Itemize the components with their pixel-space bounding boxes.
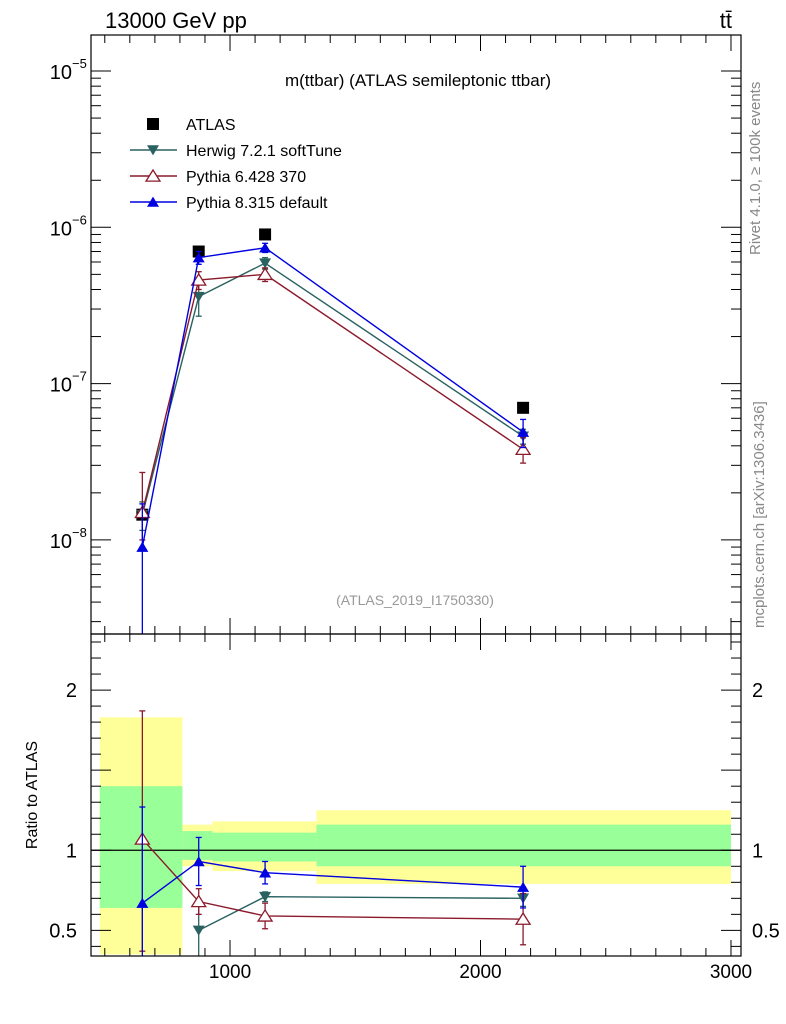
data-point xyxy=(517,401,530,414)
ratio-bands xyxy=(91,717,741,955)
main-plot-area xyxy=(91,35,741,634)
rivet-label: Rivet 4.1.0, ≥ 100k events xyxy=(747,82,764,255)
legend-label: Herwig 7.2.1 softTune xyxy=(186,143,342,160)
legend-label: Pythia 8.315 default xyxy=(186,195,328,212)
y-tick-label: 10 xyxy=(50,531,72,553)
chart-title: m(ttbar) (ATLAS semileptonic ttbar) xyxy=(285,71,551,90)
series-pythia-6-428-370 xyxy=(134,267,532,541)
ratio-y-tick-label-right: 1 xyxy=(752,840,763,862)
y-tick-label: 10 xyxy=(50,62,72,84)
ratio-y-tick-label: 2 xyxy=(66,680,77,702)
data-point xyxy=(192,856,205,867)
main-series xyxy=(134,228,532,634)
y-tick-exponent: −7 xyxy=(72,369,87,384)
series-pythia-8-315-default xyxy=(136,806,530,956)
y-tick-exponent: −8 xyxy=(72,525,87,540)
legend-label: Pythia 6.428 370 xyxy=(186,169,306,186)
ratio-axis-ticks xyxy=(91,634,741,956)
uncertainty-band-green xyxy=(182,831,213,860)
ratio-y-tick-label: 1 xyxy=(66,840,77,862)
uncertainty-band-green xyxy=(212,832,317,862)
legend-item: Pythia 8.315 default xyxy=(130,195,328,212)
legend-item: Herwig 7.2.1 softTune xyxy=(130,143,342,160)
energy-label: 13000 GeV pp xyxy=(105,8,247,33)
ratio-ylabel: Ratio to ATLAS xyxy=(24,741,41,849)
data-point xyxy=(259,891,272,903)
data-point xyxy=(192,252,205,263)
x-tick-label: 1000 xyxy=(209,962,251,983)
data-point xyxy=(259,242,272,253)
ratio-panel: 0.5 0.5 1 1 2 2 Ratio to ATLAS 1000 2000 3000 xyxy=(24,633,780,983)
uncertainty-band-green xyxy=(316,824,731,867)
data-point xyxy=(256,908,274,922)
y-tick-label: 10 xyxy=(50,218,72,240)
data-point xyxy=(514,911,532,925)
ratio-y-tick-labels: 0.5 0.5 1 1 2 2 xyxy=(49,680,780,942)
uncertainty-band-green xyxy=(99,786,183,908)
data-point xyxy=(147,196,159,207)
series-line xyxy=(198,896,524,931)
legend: ATLAS Herwig 7.2.1 softTune Pythia 6.428 3… xyxy=(130,117,342,212)
series-line xyxy=(141,247,524,548)
ratio-series xyxy=(134,710,532,956)
series-herwig-7-2-1-softtune xyxy=(192,889,530,956)
main-axis-ticks xyxy=(91,35,741,634)
data-point xyxy=(147,145,159,156)
series-line xyxy=(141,273,524,513)
series-line xyxy=(141,860,524,904)
data-point xyxy=(517,881,530,892)
y-tick-exponent: −5 xyxy=(72,56,87,71)
process-label: tt̄ xyxy=(720,8,732,33)
data-point xyxy=(514,442,532,456)
main-panel: 10−510−610−710−8 m(ttbar) (ATLAS semilep… xyxy=(50,34,742,635)
data-point xyxy=(259,228,272,241)
main-y-tick-labels: 10−510−610−710−8 xyxy=(50,56,87,553)
legend-item: Pythia 6.428 370 xyxy=(130,168,306,186)
y-tick-label: 10 xyxy=(50,375,72,397)
data-point xyxy=(259,258,272,269)
data-point xyxy=(190,272,207,286)
data-point xyxy=(192,925,205,936)
analysis-watermark: (ATLAS_2019_I1750330) xyxy=(336,592,494,608)
ratio-y-tick-label-right: 2 xyxy=(752,680,763,702)
data-point xyxy=(517,426,530,437)
x-tick-labels: 1000 2000 3000 xyxy=(209,962,752,983)
ratio-y-tick-label-right: 0.5 xyxy=(752,920,780,942)
data-point xyxy=(190,894,207,908)
x-tick-label: 3000 xyxy=(710,962,752,983)
series-pythia-8-315-default xyxy=(136,242,530,634)
data-point xyxy=(144,168,162,182)
data-point xyxy=(259,867,272,878)
data-point xyxy=(136,897,149,908)
data-point xyxy=(256,267,274,281)
mcplots-label: mcplots.cern.ch [arXiv:1306.3436] xyxy=(751,401,768,628)
series-line xyxy=(141,838,524,920)
ratio-frame xyxy=(90,633,742,957)
y-tick-exponent: −6 xyxy=(72,212,87,227)
x-tick-label: 2000 xyxy=(459,962,501,983)
ratio-y-tick-label: 0.5 xyxy=(49,920,77,942)
data-point xyxy=(147,118,159,130)
data-point xyxy=(136,541,149,552)
legend-label: ATLAS xyxy=(186,117,236,134)
legend-item: ATLAS xyxy=(147,117,236,134)
